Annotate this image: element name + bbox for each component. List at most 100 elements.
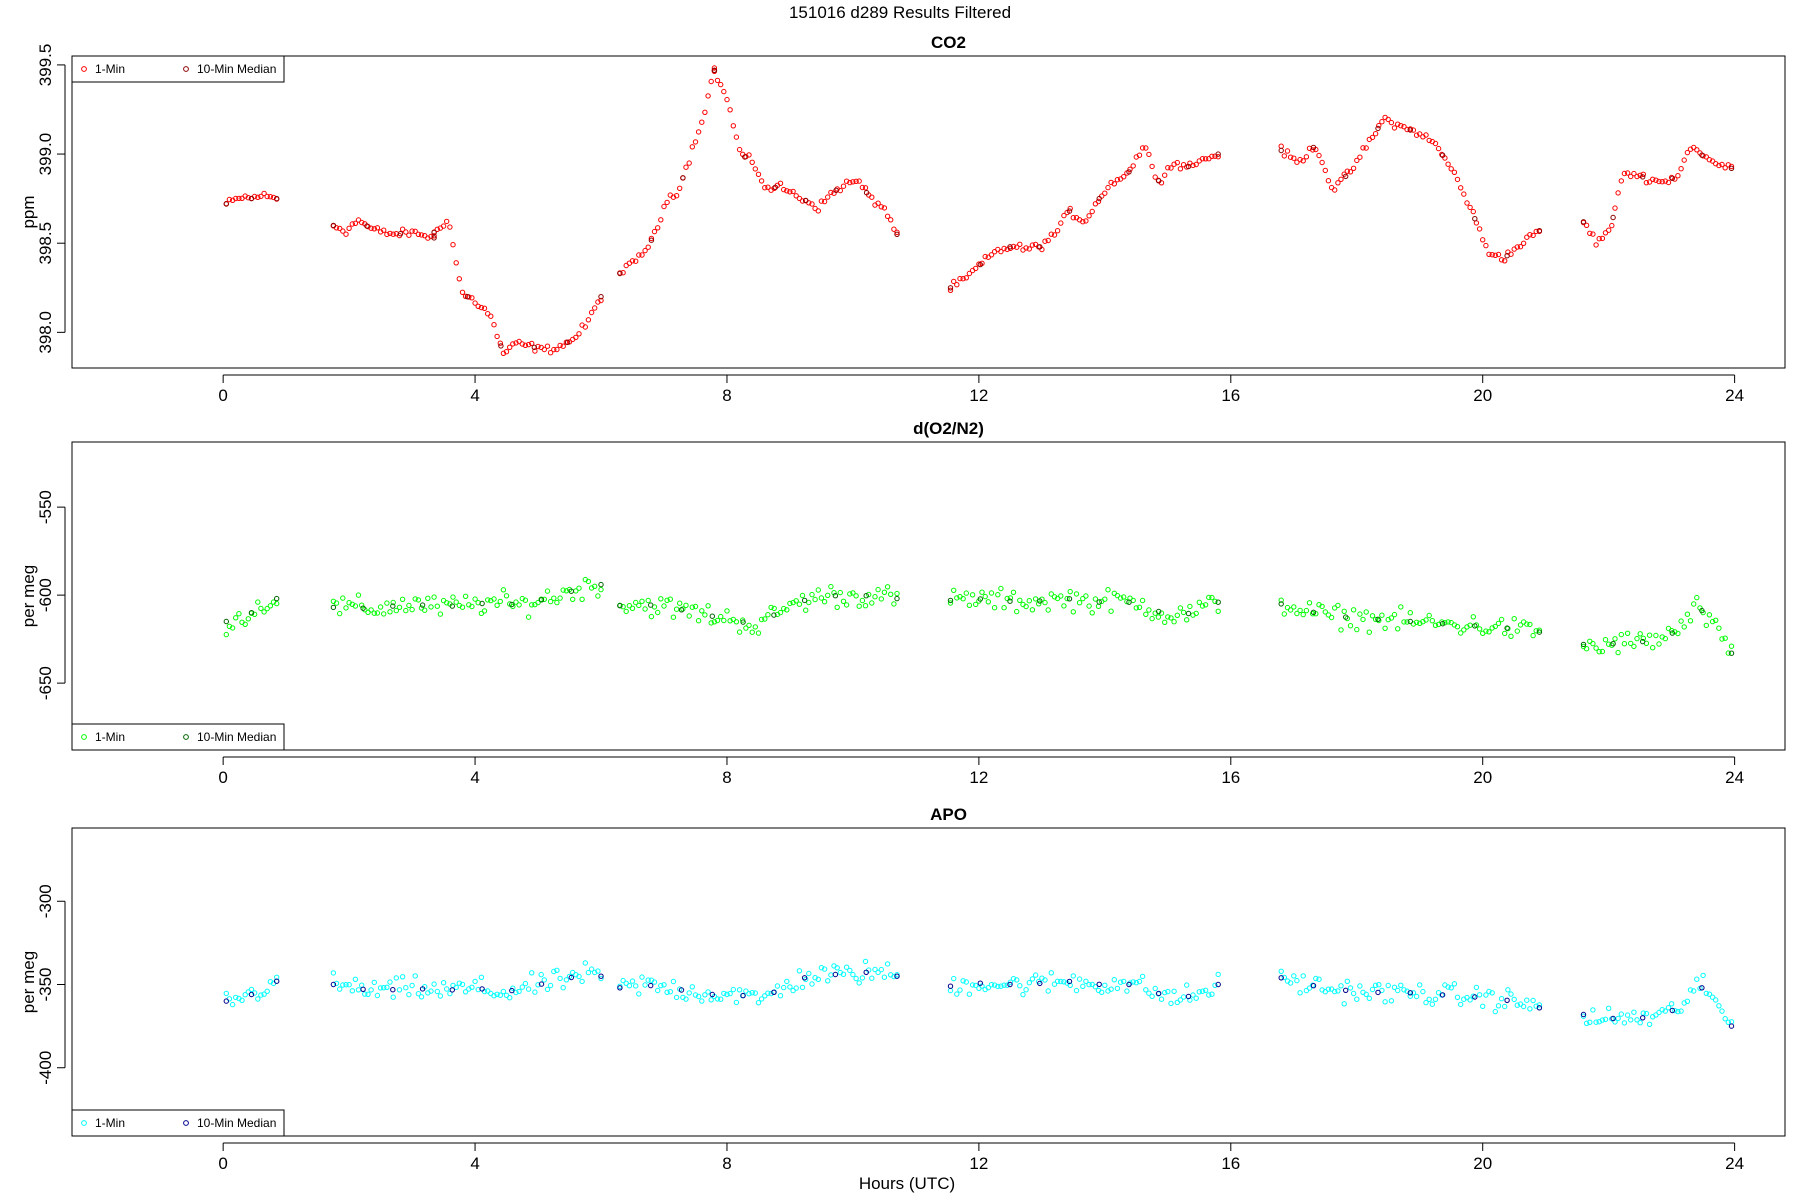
point-10-min-median (498, 343, 504, 349)
point-1-min (1615, 190, 1621, 196)
point-1-min (1325, 986, 1332, 992)
point-1-min (1401, 124, 1407, 130)
point-10-min-median (330, 222, 337, 229)
point-1-min (878, 596, 884, 602)
point-1-min (229, 625, 236, 631)
point-1-min (787, 600, 793, 607)
point-1-min (1618, 1011, 1625, 1017)
point-1-min (529, 602, 535, 608)
point-10-min-median (1066, 978, 1073, 985)
point-1-min (1417, 131, 1423, 137)
point-1-min (1086, 603, 1092, 609)
point-1-min (242, 992, 248, 998)
point-1-min (1728, 163, 1735, 170)
point-1-min (475, 303, 481, 309)
point-1-min (582, 960, 588, 966)
x-tick-label: 0 (218, 1154, 227, 1173)
point-1-min (1624, 170, 1631, 176)
point-1-min (881, 974, 888, 980)
point-1-min (1350, 990, 1357, 997)
point-1-min (721, 617, 727, 624)
point-1-min (1344, 168, 1351, 174)
point-1-min (1388, 615, 1395, 621)
point-1-min (1136, 978, 1143, 985)
point-10-min-median (568, 588, 574, 594)
point-1-min (1061, 979, 1067, 985)
point-1-min (1410, 127, 1417, 133)
point-10-min-median (711, 67, 718, 74)
point-1-min (1668, 1001, 1675, 1007)
point-1-min (1032, 596, 1039, 602)
point-1-min (1310, 147, 1316, 153)
point-1-min (1590, 640, 1596, 647)
point-1-min (399, 226, 406, 232)
point-1-min (595, 593, 601, 599)
point-1-min (629, 258, 636, 264)
point-1-min (771, 605, 777, 612)
point-1-min (1171, 619, 1177, 625)
point-1-min (1360, 616, 1366, 623)
point-10-min-median (1407, 990, 1414, 996)
point-10-min-median (248, 991, 255, 998)
point-1-min (884, 961, 891, 967)
point-1-min (1023, 987, 1029, 993)
point-1-min (1432, 140, 1439, 147)
point-1-min (1130, 163, 1136, 169)
point-1-min (815, 976, 821, 982)
panels: CO2 ppm 0 4 8 12 16 20 24 398.0 398.5 399.0 399.5 1-M… (19, 33, 1786, 1173)
legend-marker (183, 734, 189, 740)
point-1-min (1687, 618, 1694, 624)
point-1-min (1681, 624, 1687, 630)
point-1-min (349, 988, 355, 994)
point-1-min (1061, 603, 1067, 609)
point-10-min-median (1504, 625, 1510, 631)
point-1-min (1694, 976, 1700, 982)
point-1-min (1631, 170, 1637, 177)
point-10-min-median (509, 601, 515, 608)
legend-label: 1-Min (95, 62, 125, 76)
point-10-min-median (1536, 1005, 1543, 1011)
point-1-min (1017, 597, 1023, 603)
point-1-min (1486, 251, 1492, 258)
legend-label: 10-Min Median (197, 730, 276, 744)
point-1-min (1162, 989, 1168, 996)
point-1-min (746, 152, 752, 158)
point-1-min (381, 611, 387, 617)
point-1-min (847, 967, 853, 974)
point-1-min (1495, 620, 1502, 627)
point-10-min-median (449, 987, 455, 993)
point-10-min-median (1610, 1015, 1616, 1022)
plot-frame (71, 441, 1786, 751)
point-1-min (1445, 161, 1451, 167)
point-10-min-median (538, 981, 545, 987)
point-1-min (399, 974, 406, 980)
point-1-min (547, 982, 554, 989)
point-1-min (623, 608, 629, 615)
point-1-min (412, 973, 418, 979)
point-1-min (815, 208, 821, 214)
point-10-min-median (431, 229, 437, 236)
point-1-min (1328, 614, 1335, 621)
point-1-min (1524, 997, 1530, 1003)
point-1-min (998, 983, 1004, 989)
point-1-min (853, 178, 859, 185)
point-1-min (1319, 159, 1325, 166)
point-10-min-median (678, 987, 685, 993)
point-1-min (1139, 145, 1146, 151)
point-1-min (1596, 236, 1602, 242)
point-1-min (560, 587, 566, 593)
point-1-min (648, 235, 655, 242)
point-1-min (793, 985, 799, 991)
point-1-min (1193, 995, 1199, 1001)
point-1-min (695, 129, 702, 135)
point-1-min (406, 232, 412, 238)
point-1-min (1168, 165, 1174, 171)
point-1-min (1180, 609, 1187, 616)
point-1-min (796, 968, 803, 974)
point-1-min (847, 591, 853, 597)
point-1-min (485, 597, 491, 603)
point-10-min-median (1580, 641, 1587, 648)
point-1-min (529, 340, 535, 347)
x-tick-label: 8 (722, 768, 731, 787)
point-1-min (708, 997, 714, 1003)
